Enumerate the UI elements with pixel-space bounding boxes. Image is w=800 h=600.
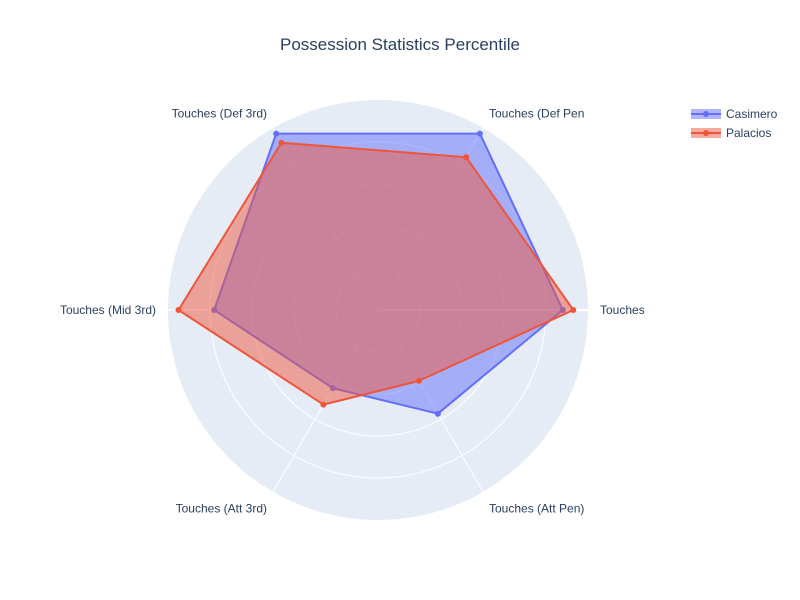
data-point-casimero-3 — [273, 130, 280, 137]
data-point-palacios-3 — [278, 139, 285, 146]
axis-label-6: Touches (Att Pen) — [489, 501, 584, 515]
data-point-palacios-6 — [415, 377, 422, 384]
data-point-palacios-1 — [570, 307, 577, 313]
data-point-palacios-5 — [320, 401, 327, 408]
angular-axis-labels: Touches Touches (Def Pen Touches (Def 3rd)… — [60, 107, 645, 516]
legend-marker-palacios — [703, 130, 709, 136]
legend-marker-casimero — [703, 111, 709, 117]
data-point-palacios-4 — [175, 307, 182, 313]
legend-label-palacios: Palacios — [726, 126, 771, 140]
axis-label-3: Touches (Def 3rd) — [172, 107, 267, 121]
series-layer — [175, 130, 577, 417]
axis-label-2: Touches (Def Pen — [489, 107, 584, 121]
axis-label-1: Touches — [600, 303, 645, 317]
series-palacios — [175, 139, 577, 408]
legend-label-casimero: Casimero — [726, 107, 778, 121]
axis-label-4: Touches (Mid 3rd) — [60, 303, 156, 317]
data-point-casimero-6 — [434, 410, 441, 417]
legend-item-casimero[interactable]: Casimero — [691, 107, 778, 121]
chart-title: Possession Statistics Percentile — [280, 35, 520, 54]
legend[interactable]: Casimero Palacios — [691, 107, 778, 140]
data-point-palacios-2 — [463, 154, 470, 161]
legend-item-palacios[interactable]: Palacios — [691, 126, 771, 140]
data-point-casimero-2 — [476, 130, 483, 137]
axis-label-5: Touches (Att 3rd) — [176, 501, 267, 515]
